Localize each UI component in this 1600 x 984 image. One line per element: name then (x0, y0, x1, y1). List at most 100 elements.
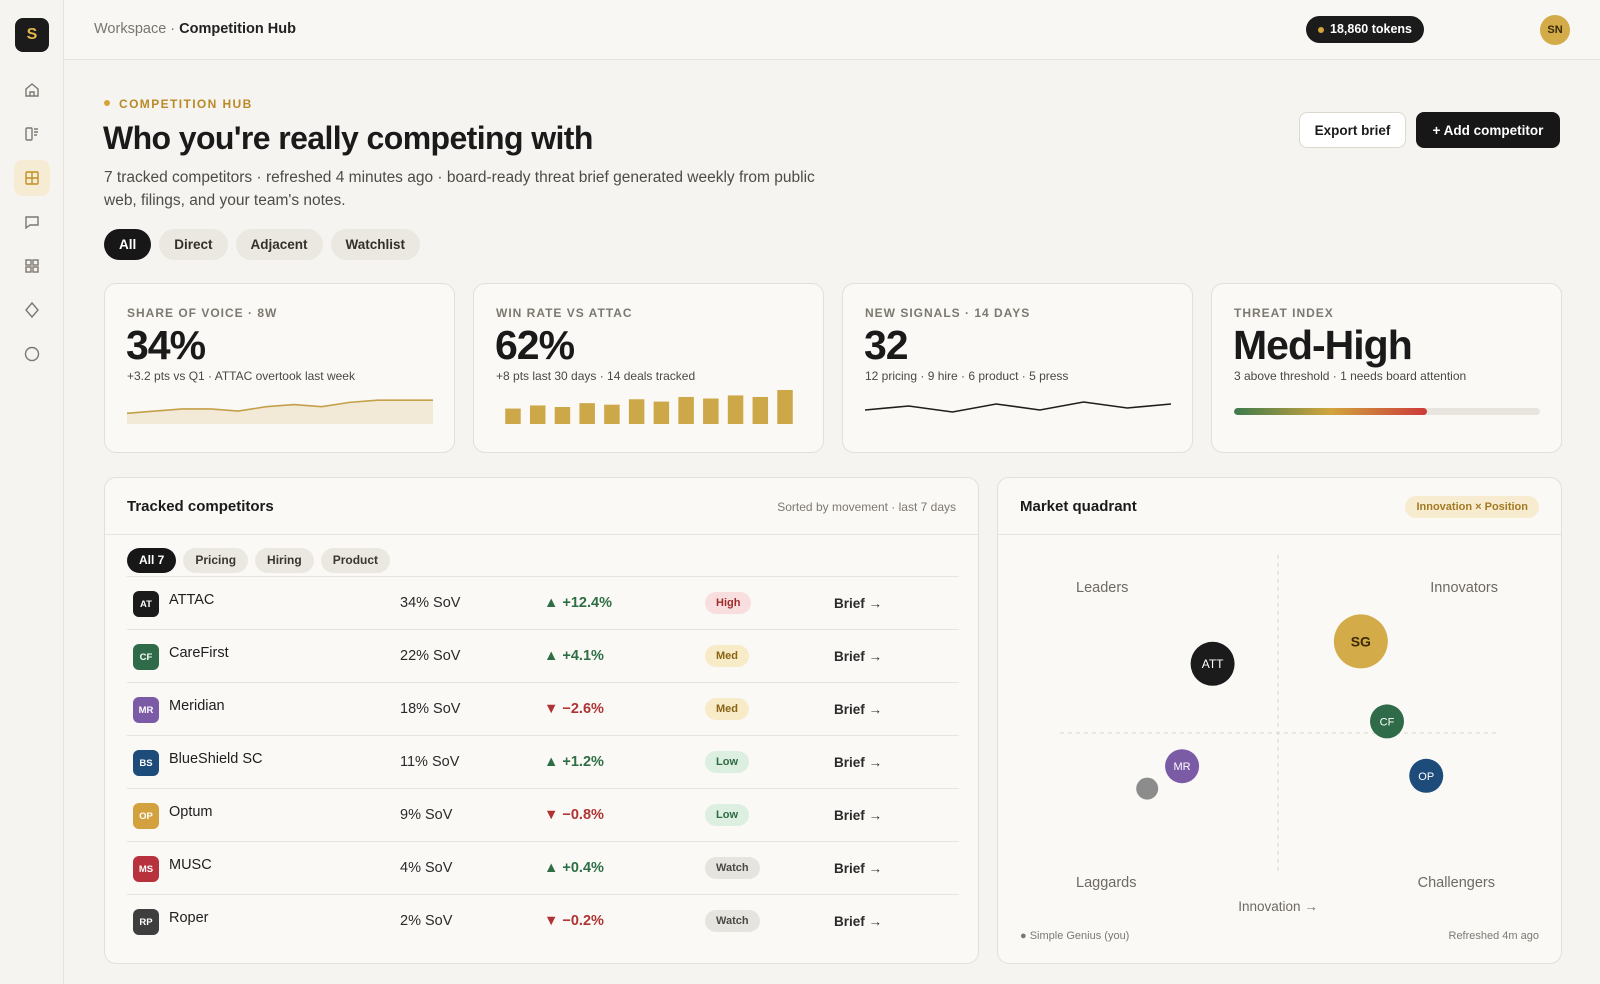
divider (998, 534, 1561, 535)
share-of-voice: 9% SoV (400, 807, 453, 823)
quadrant-point[interactable] (1165, 749, 1200, 784)
kpi-value: 34% (126, 322, 206, 368)
brief-link[interactable]: Brief → (834, 914, 883, 929)
share-of-voice: 22% SoV (400, 648, 461, 664)
competition-grid-icon[interactable] (14, 160, 50, 196)
competitor-name[interactable]: ATTAC (169, 592, 215, 608)
threat-index-bar (1234, 408, 1540, 415)
competitor-name[interactable]: Roper (169, 910, 209, 926)
tab-product[interactable]: Product (320, 548, 391, 573)
brief-link[interactable]: Brief → (834, 861, 883, 876)
sidebar: S (0, 0, 64, 984)
table-row[interactable]: CF CareFirst 22% SoV ▲ +4.1% Med Brief → (127, 629, 959, 682)
breadcrumb: Workspace · Competition Hub (94, 21, 296, 37)
competitor-name[interactable]: BlueShield SC (169, 751, 263, 767)
token-balance-badge[interactable]: 18,860 tokens (1306, 16, 1424, 43)
movement-delta: ▼ −0.8% (544, 807, 604, 823)
quadrant-point[interactable] (1136, 777, 1159, 800)
brief-link[interactable]: Brief → (834, 702, 883, 717)
quadrant-point-label: SG (1351, 633, 1371, 649)
competitor-name[interactable]: Meridian (169, 698, 225, 714)
kpi-card-new-signals[interactable]: NEW SIGNALS · 14 DAYS 32 12 pricing · 9 … (842, 283, 1193, 453)
chat-icon[interactable] (14, 204, 50, 240)
kpi-subtext: 3 above threshold · 1 needs board attent… (1234, 369, 1467, 383)
kpi-label: NEW SIGNALS · 14 DAYS (865, 306, 1031, 320)
export-brief-button[interactable]: Export brief (1299, 112, 1406, 148)
tab-pricing[interactable]: Pricing (183, 548, 249, 573)
quadrant-point[interactable] (1409, 758, 1444, 793)
filter-direct[interactable]: Direct (159, 229, 228, 260)
brief-link[interactable]: Brief → (834, 755, 883, 770)
documents-icon[interactable] (14, 116, 50, 152)
movement-delta: ▲ +0.4% (544, 860, 604, 876)
competitor-badge: MR (133, 697, 159, 723)
apps-icon[interactable] (14, 248, 50, 284)
table-row[interactable]: RP Roper 2% SoV ▼ −0.2% Watch Brief → (127, 894, 959, 947)
kpi-card-win-rate[interactable]: WIN RATE VS ATTAC 62% +8 pts last 30 day… (473, 283, 824, 453)
table-row[interactable]: MR Meridian 18% SoV ▼ −2.6% Med Brief → (127, 682, 959, 735)
competitor-badge: OP (133, 803, 159, 829)
quadrant-point[interactable] (1333, 614, 1388, 669)
movement-delta: ▲ +1.2% (544, 754, 604, 770)
tab-hiring[interactable]: Hiring (255, 548, 314, 573)
competitor-badge: AT (133, 591, 159, 617)
win-rate-bar (604, 404, 620, 424)
filter-all[interactable]: All (104, 229, 152, 260)
kpi-value: 62% (495, 322, 575, 368)
share-of-voice-sparkline (127, 399, 433, 424)
signals-line-chart (865, 401, 1171, 413)
win-rate-bar (554, 407, 571, 424)
breadcrumb-current: Competition Hub (179, 21, 296, 37)
win-rate-bar (579, 403, 595, 424)
card-title: Tracked competitors (127, 498, 274, 515)
table-row[interactable]: AT ATTAC 34% SoV ▲ +12.4% High Brief → (127, 576, 959, 629)
competitor-name[interactable]: CareFirst (169, 645, 229, 661)
quadrant-label-leaders: Leaders (1076, 580, 1128, 596)
quadrant-point[interactable] (1190, 641, 1235, 686)
win-rate-bar (703, 398, 719, 424)
threat-level-badge: High (705, 592, 752, 614)
brief-link[interactable]: Brief → (834, 649, 883, 664)
table-row[interactable]: BS BlueShield SC 11% SoV ▲ +1.2% Low Brief → (127, 735, 959, 788)
quadrant-point-label: OP (1418, 771, 1434, 783)
win-rate-bar (727, 395, 744, 424)
card-title: Market quadrant (1020, 498, 1137, 515)
page-eyebrow: COMPETITION HUB (104, 97, 253, 111)
win-rate-bar (678, 396, 694, 424)
circle-icon[interactable] (14, 336, 50, 372)
win-rate-bar (752, 396, 769, 424)
table-row[interactable]: MS MUSC 4% SoV ▲ +0.4% Watch Brief → (127, 841, 959, 894)
add-competitor-button[interactable]: + Add competitor (1416, 112, 1560, 148)
movement-delta: ▲ +12.4% (544, 595, 612, 611)
brief-link[interactable]: Brief → (834, 808, 883, 823)
threat-level-badge: Low (705, 751, 749, 773)
filter-adjacent[interactable]: Adjacent (235, 229, 323, 260)
win-rate-bar (505, 408, 521, 424)
quadrant-point[interactable] (1370, 704, 1404, 739)
kpi-card-threat-index[interactable]: THREAT INDEX Med-High 3 above threshold … (1211, 283, 1562, 453)
diamond-icon[interactable] (14, 292, 50, 328)
win-rate-bar (628, 399, 645, 424)
competitor-name[interactable]: Optum (169, 804, 213, 820)
divider (105, 534, 978, 535)
threat-level-badge: Low (705, 804, 749, 826)
kpi-card-share-of-voice[interactable]: SHARE OF VOICE · 8W 34% +3.2 pts vs Q1 ·… (104, 283, 455, 453)
page-subtitle: 7 tracked competitors · refreshed 4 minu… (104, 169, 815, 209)
competitor-name[interactable]: MUSC (169, 857, 212, 873)
app-logo[interactable]: S (15, 18, 49, 52)
tab-all[interactable]: All 7 (127, 548, 177, 573)
quadrant-label-challengers: Challengers (1418, 875, 1495, 891)
brief-link[interactable]: Brief → (834, 596, 883, 611)
share-of-voice: 18% SoV (400, 701, 461, 717)
quadrant-point-label: CF (1380, 716, 1395, 728)
kpi-label: THREAT INDEX (1234, 306, 1334, 320)
home-icon[interactable] (14, 72, 50, 108)
table-row[interactable]: OP Optum 9% SoV ▼ −0.8% Low Brief → (127, 788, 959, 841)
filter-watchlist[interactable]: Watchlist (330, 229, 421, 260)
breadcrumb-parent[interactable]: Workspace · (94, 21, 180, 37)
threat-index-fill (1234, 408, 1427, 415)
kpi-label: SHARE OF VOICE · 8W (127, 306, 278, 320)
user-avatar[interactable]: SN (1540, 15, 1570, 45)
quadrant-x-axis-label: Innovation → (1238, 899, 1318, 914)
market-quadrant-card: Market quadrant Innovation × Position Le… (997, 477, 1562, 964)
